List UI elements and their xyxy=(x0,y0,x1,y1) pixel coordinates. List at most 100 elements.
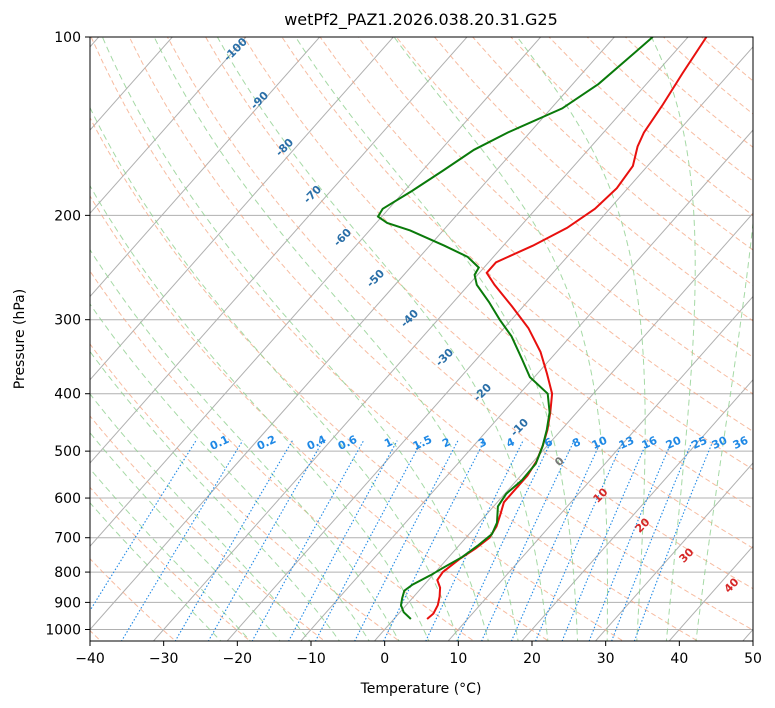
x-tick-label: 0 xyxy=(380,651,389,667)
background-lines xyxy=(90,37,753,641)
dry-adiabat-line xyxy=(434,37,753,322)
temperature-line xyxy=(426,37,708,620)
isotherm-line xyxy=(90,37,542,548)
moist-adiabat-line xyxy=(90,184,430,641)
x-tick-label: 30 xyxy=(597,651,615,667)
mixing-ratio-line xyxy=(633,440,714,641)
profile-curves xyxy=(376,37,708,620)
y-tick-label: 300 xyxy=(54,313,81,329)
dry-adiabat-line xyxy=(90,486,251,641)
dry-adiabat-line xyxy=(90,415,326,641)
isotherm-line xyxy=(90,37,395,381)
x-tick-label: −10 xyxy=(296,651,326,667)
isotherm-line xyxy=(90,37,616,631)
dry-adiabat-line xyxy=(243,37,753,510)
isotherm-line xyxy=(90,37,247,215)
moist-adiabat-line xyxy=(90,432,281,641)
dry-adiabat-label: -20 xyxy=(471,381,494,404)
isotherm-line xyxy=(742,628,753,641)
dry-adiabat-line xyxy=(90,343,401,641)
dry-adiabat-line xyxy=(510,37,753,251)
mixing-ratio-line xyxy=(383,440,485,641)
mixing-ratio-line xyxy=(535,440,624,641)
dry-adiabat-line xyxy=(166,37,753,590)
mixing-ratio-label: 0.1 xyxy=(208,433,231,453)
mixing-ratio-label: 20 xyxy=(664,434,684,452)
mixing-ratio-label: 16 xyxy=(640,434,660,452)
axes: −40 −30 −20 −10 0 10 20 30 40 5010009008007006005… xyxy=(45,30,762,667)
mixing-ratio-line xyxy=(207,440,324,641)
dry-adiabat-line xyxy=(90,270,475,641)
y-tick-label: 600 xyxy=(54,491,81,507)
mixing-ratio-label: 36 xyxy=(731,434,751,452)
mixing-ratio-line xyxy=(481,440,575,641)
moist-adiabat-label: 10 xyxy=(591,485,611,505)
dry-adiabat-label: -90 xyxy=(248,89,271,112)
mixing-ratio-label: 2 xyxy=(440,435,452,450)
moist-adiabat-line xyxy=(90,248,400,641)
moist-adiabat-line xyxy=(153,37,519,641)
mixing-ratio-label: 1.5 xyxy=(411,433,434,453)
adiabat-labels: 0.1 0.2 0.4 0.6 1 1.5 2 3 4 6 8 10 13 16 20 25 30 36-100-… xyxy=(208,35,751,596)
dry-adiabat-line xyxy=(90,194,550,641)
x-axis-title: Temperature (°C) xyxy=(360,681,482,697)
moist-adiabat-line xyxy=(650,37,696,641)
dry-adiabat-label: -40 xyxy=(398,307,421,330)
dry-adiabat-label: -80 xyxy=(273,136,296,159)
dry-adiabat-label: -10 xyxy=(508,416,531,439)
y-axis-title: Pressure (hPa) xyxy=(12,289,28,389)
y-tick-label: 200 xyxy=(54,208,81,224)
mixing-ratio-label: 0.6 xyxy=(336,433,359,453)
mixing-ratio-label: 13 xyxy=(617,434,636,452)
moist-adiabat-line xyxy=(90,467,252,641)
dry-adiabat-line xyxy=(701,37,753,82)
dry-adiabat-line xyxy=(319,37,753,432)
x-tick-label: 50 xyxy=(744,651,762,667)
mixing-ratio-line xyxy=(120,440,244,641)
dry-adiabat-label: -60 xyxy=(331,226,354,249)
y-tick-label: 500 xyxy=(54,444,81,460)
mixing-ratio-line xyxy=(611,440,694,641)
mixing-ratio-line xyxy=(510,440,602,641)
moist-adiabat-line xyxy=(90,303,370,641)
dry-adiabat-label: -100 xyxy=(221,35,250,64)
chart-title: wetPf2_PAZ1.2026.038.20.31.G25 xyxy=(284,10,558,30)
y-tick-label: 400 xyxy=(54,387,81,403)
x-tick-label: −40 xyxy=(75,651,105,667)
dry-adiabat-line xyxy=(548,37,753,217)
dry-adiabat-line xyxy=(472,37,753,286)
dry-adiabat-line xyxy=(90,116,624,641)
y-tick-label: 800 xyxy=(54,565,81,581)
isotherm-line xyxy=(300,129,753,641)
dry-adiabat-line xyxy=(396,37,753,358)
dry-adiabat-line xyxy=(281,37,753,471)
x-tick-label: 10 xyxy=(449,651,467,667)
mixing-ratio-line xyxy=(251,440,365,641)
mixing-ratio-line xyxy=(425,440,524,641)
mixing-ratio-label: 25 xyxy=(690,434,709,452)
dry-adiabat-line xyxy=(128,37,753,631)
mixing-ratio-line xyxy=(354,440,459,641)
mixing-ratio-label: 6 xyxy=(542,435,555,450)
x-tick-label: −20 xyxy=(223,651,253,667)
mixing-ratio-label: 10 xyxy=(590,434,610,452)
dry-adiabat-line xyxy=(205,37,753,549)
dry-adiabat-label: -30 xyxy=(433,346,456,369)
isotherm-line xyxy=(226,46,753,641)
x-tick-label: −30 xyxy=(149,651,179,667)
plot-frame xyxy=(89,36,754,642)
dewpoint-line xyxy=(376,37,654,620)
zero-isotherm-label: 0 xyxy=(552,454,567,469)
moist-adiabat-line xyxy=(90,106,460,641)
dry-adiabat-line xyxy=(90,37,699,641)
moist-adiabat-line xyxy=(516,37,646,641)
y-tick-label: 700 xyxy=(54,531,81,547)
isotherm-line xyxy=(521,379,753,641)
moist-adiabat-line xyxy=(216,37,549,641)
mixing-ratio-line xyxy=(588,440,673,641)
x-tick-label: 40 xyxy=(670,651,688,667)
moist-adiabat-line xyxy=(90,393,311,641)
isotherm-line xyxy=(594,462,753,641)
moist-adiabat-line xyxy=(90,350,341,641)
